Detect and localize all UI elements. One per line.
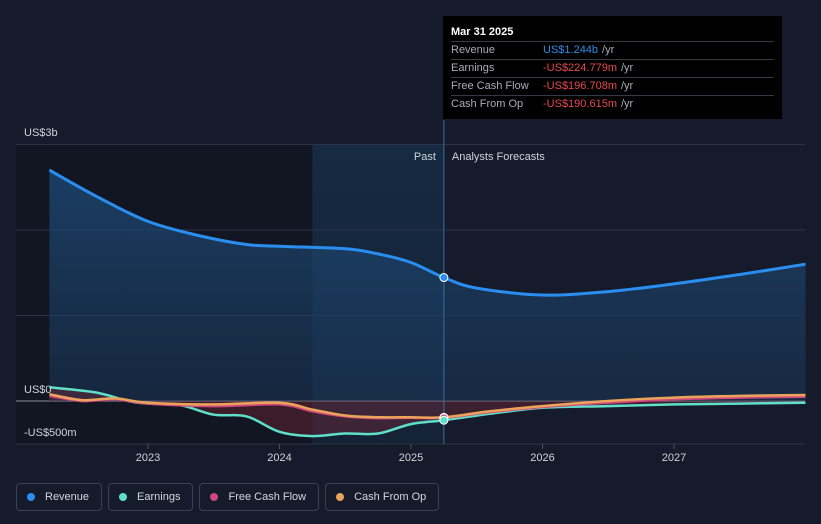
legend-label: Free Cash Flow xyxy=(228,491,307,503)
legend-item-earnings[interactable]: Earnings xyxy=(108,483,194,511)
legend-label: Cash From Op xyxy=(354,491,427,503)
tooltip-label: Free Cash Flow xyxy=(451,80,529,92)
marker-earnings xyxy=(439,415,449,425)
tooltip-date: Mar 31 2025 xyxy=(451,26,514,38)
tooltip-row-free-cash-flow: Free Cash Flow -US$196.708m /yr xyxy=(451,77,774,95)
x-tick-label: 2025 xyxy=(399,452,423,464)
tooltip-panel: Mar 31 2025 Revenue US$1.244b /yr Earnin… xyxy=(443,16,782,119)
y-axis-label-top: US$3b xyxy=(24,127,58,139)
earnings-area xyxy=(49,387,806,437)
forecast-label: Analysts Forecasts xyxy=(452,151,545,163)
tooltip-row-earnings: Earnings -US$224.779m /yr xyxy=(451,59,774,77)
tooltip-row-revenue: Revenue US$1.244b /yr xyxy=(451,41,774,59)
tooltip-value: US$1.244b xyxy=(543,44,599,56)
tooltip-value: -US$196.708m xyxy=(543,80,617,92)
series-line-revenue xyxy=(48,168,806,297)
tooltip-unit: /yr xyxy=(621,80,634,92)
x-tick-label: 2023 xyxy=(136,452,160,464)
tooltip-unit: /yr xyxy=(621,98,634,110)
legend-label: Revenue xyxy=(45,491,90,503)
cash-from-op-dot-icon xyxy=(336,493,345,501)
x-tick-label: 2024 xyxy=(267,452,291,464)
chart-legend: Revenue Earnings Free Cash Flow Cash Fro… xyxy=(16,483,440,511)
revenue-dot-icon xyxy=(27,493,35,501)
legend-item-revenue[interactable]: Revenue xyxy=(16,483,103,511)
legend-item-cash-from-op[interactable]: Cash From Op xyxy=(325,483,440,511)
past-label: Past xyxy=(414,151,436,163)
x-tick-label: 2027 xyxy=(662,452,686,464)
revenue-area xyxy=(49,170,806,401)
legend-label: Earnings xyxy=(137,491,181,503)
tooltip-row-cash-from-op: Cash From Op -US$190.615m /yr xyxy=(451,95,774,113)
marker-revenue xyxy=(439,273,449,283)
tooltip-unit: /yr xyxy=(621,62,634,74)
x-tick-label: 2026 xyxy=(530,452,554,464)
tooltip-label: Earnings xyxy=(451,62,495,74)
tooltip-unit: /yr xyxy=(602,44,615,56)
y-axis-label-zero: US$0 xyxy=(24,384,52,396)
y-axis-label-bottom: -US$500m xyxy=(24,427,77,439)
tooltip-value: -US$224.779m xyxy=(543,62,617,74)
free-cash-flow-dot-icon xyxy=(210,493,219,501)
tooltip-label: Cash From Op xyxy=(451,98,524,110)
tooltip-label: Revenue xyxy=(451,44,496,56)
earnings-dot-icon xyxy=(119,493,128,501)
series-line-cash-from-op xyxy=(49,392,806,419)
legend-item-free-cash-flow[interactable]: Free Cash Flow xyxy=(199,483,320,511)
tooltip-value: -US$190.615m xyxy=(543,98,617,110)
